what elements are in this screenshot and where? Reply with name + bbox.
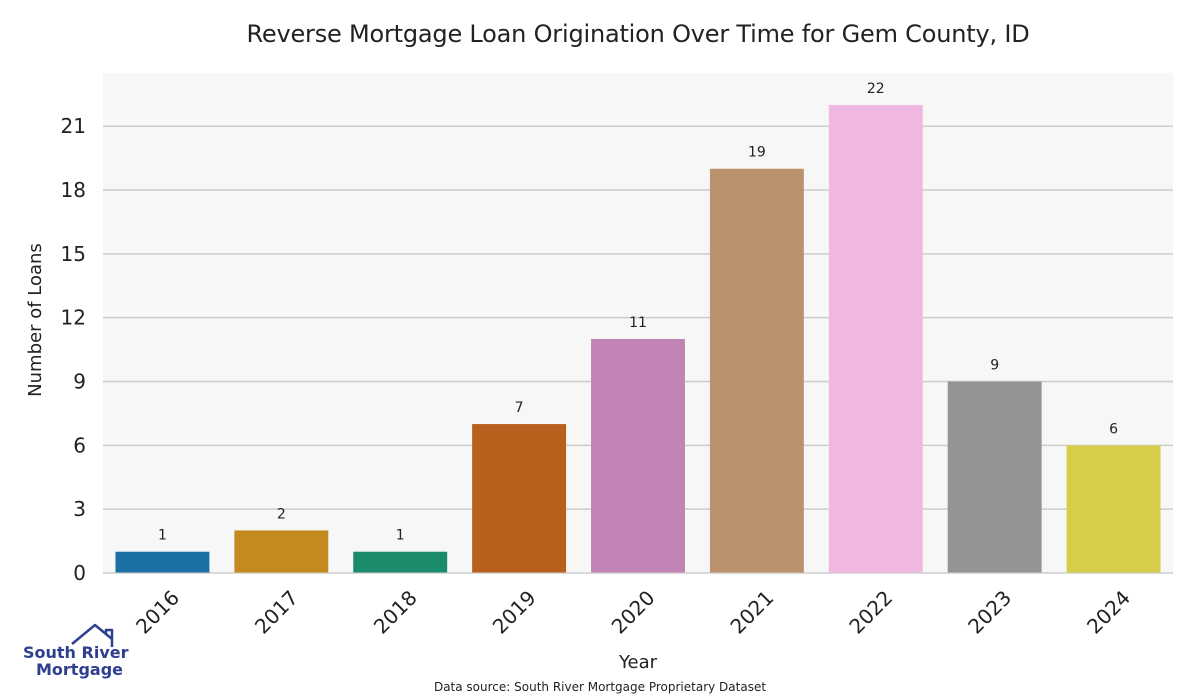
x-tick-label: 2024 [1082,586,1135,639]
x-axis-title: Year [618,652,658,673]
bar-value-label: 1 [158,528,167,544]
bar-2019 [472,424,567,573]
y-tick-label: 9 [73,370,86,394]
company-logo: South River Mortgage [20,622,129,682]
bar-2024 [1066,445,1161,573]
y-tick-label: 15 [61,242,86,266]
y-tick-label: 3 [73,497,86,521]
bar-value-label: 22 [867,81,885,97]
bar-value-label: 19 [748,145,766,161]
data-source-note: Data source: South River Mortgage Propri… [433,680,767,694]
bar-value-label: 1 [396,528,405,544]
x-tick-label: 2023 [963,586,1016,639]
bar-2022 [828,104,923,574]
x-tick-label: 2017 [250,586,303,639]
bar-2021 [709,168,804,573]
bar-2016 [115,551,210,573]
bar-value-label: 6 [1109,421,1118,437]
x-tick-label: 2019 [488,586,541,639]
chart-title: Reverse Mortgage Loan Origination Over T… [246,20,1030,48]
x-tick-label: 2022 [844,586,897,639]
y-tick-label: 0 [73,561,86,585]
logo-line-2: Mortgage [36,660,124,679]
bar-value-label: 11 [629,315,647,331]
bar-value-label: 2 [277,506,286,522]
y-axis-title: Number of Loans [25,243,46,397]
bar-2018 [353,551,448,573]
y-tick-label: 6 [73,433,86,457]
bar-2017 [234,530,329,573]
bar-2023 [947,381,1042,573]
bar-2020 [591,338,685,573]
y-tick-label: 12 [61,306,86,330]
x-tick-label: 2018 [369,586,422,639]
x-tick-label: 2020 [607,586,660,639]
house-roof-icon [71,623,114,647]
bar-value-label: 7 [515,400,524,416]
y-tick-label: 21 [61,114,86,138]
logo-line-1: South River [23,643,129,662]
x-tick-label: 2021 [725,586,778,639]
bar-value-label: 9 [990,358,999,374]
y-tick-label: 18 [61,178,86,202]
x-tick-label: 2016 [131,586,184,639]
